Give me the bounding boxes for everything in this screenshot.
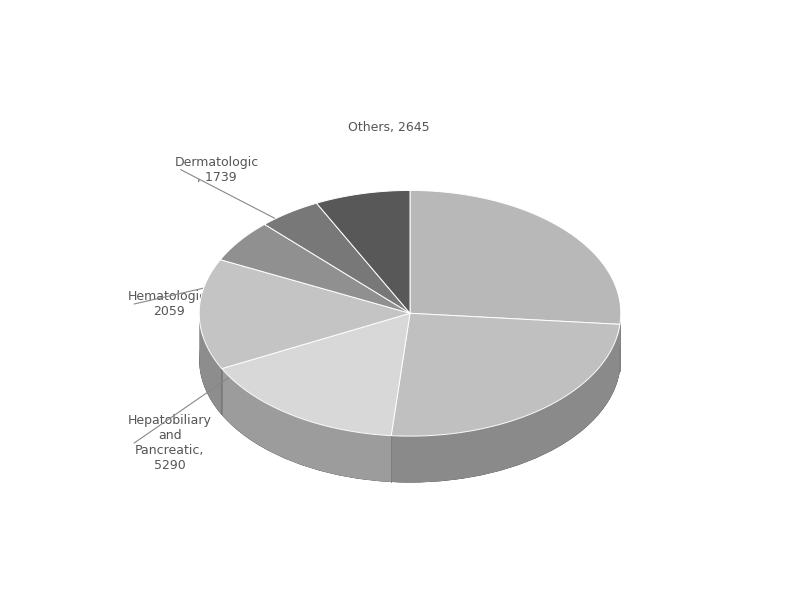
Text: Hepatobiliary
and
Pancreatic,
5290: Hepatobiliary and Pancreatic, 5290 [128,414,212,472]
Text: Others, 2645: Others, 2645 [348,122,430,134]
Polygon shape [199,259,410,368]
Polygon shape [620,314,621,371]
Polygon shape [265,203,410,313]
Polygon shape [410,190,621,324]
Text: Dermatologic
, 1739: Dermatologic , 1739 [174,155,258,184]
Polygon shape [222,368,391,482]
Polygon shape [391,313,620,436]
Polygon shape [199,314,222,415]
Polygon shape [222,313,410,436]
Ellipse shape [199,237,621,482]
Polygon shape [220,225,410,313]
Text: Hematologic,
2059: Hematologic, 2059 [128,290,211,318]
Text: Thoracic,
5840: Thoracic, 5840 [248,332,306,360]
Polygon shape [317,190,410,313]
Text: Gastrointesti
nal, 9563: Gastrointesti nal, 9563 [494,234,574,262]
Polygon shape [391,324,620,482]
Text: Breast and
Medical
Oncology,
9038: Breast and Medical Oncology, 9038 [457,312,525,370]
